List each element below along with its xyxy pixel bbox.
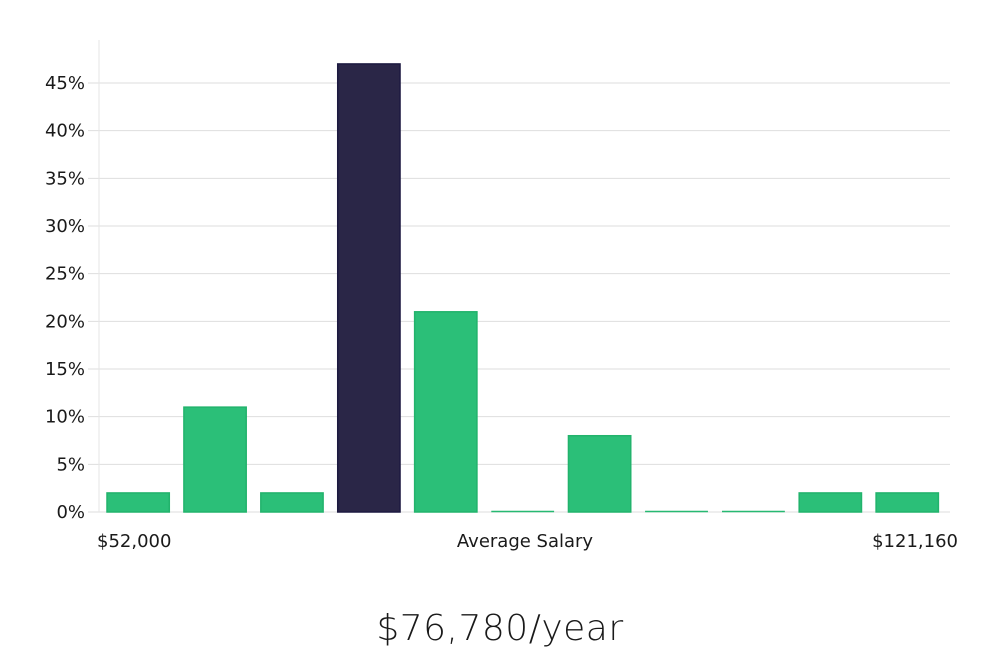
y-tick-label: 30% — [45, 216, 85, 237]
bar — [183, 406, 247, 513]
y-tick-label: 40% — [45, 121, 85, 142]
average-salary-headline: $76,780/year — [376, 608, 624, 649]
bar — [491, 510, 555, 513]
bar — [875, 492, 940, 513]
bar-highlighted — [336, 63, 401, 513]
salary-histogram: 0% 5% 10% 15% 20% 25% 30% 35% 40% 45% $52,000 Ave… — [45, 40, 958, 552]
bar — [413, 311, 478, 513]
bar — [645, 510, 708, 513]
bars — [106, 63, 940, 513]
y-tick-label: 10% — [45, 407, 85, 428]
y-tick-label: 15% — [45, 359, 85, 380]
y-tick-label: 0% — [56, 502, 85, 523]
y-axis-ticks: 0% 5% 10% 15% 20% 25% 30% 35% 40% 45% — [45, 73, 85, 523]
y-tick-label: 35% — [45, 168, 85, 189]
bar — [106, 492, 171, 513]
y-tick-label: 25% — [45, 264, 85, 285]
bar — [798, 492, 863, 513]
x-min-label: $52,000 — [97, 531, 171, 552]
y-tick-label: 45% — [45, 73, 85, 94]
y-tick-label: 5% — [56, 454, 85, 475]
bar — [260, 492, 324, 513]
x-max-label: $121,160 — [872, 531, 958, 552]
bar — [722, 510, 785, 513]
y-tick-label: 20% — [45, 311, 85, 332]
x-axis-title: Average Salary — [457, 531, 594, 552]
bar — [567, 434, 632, 513]
